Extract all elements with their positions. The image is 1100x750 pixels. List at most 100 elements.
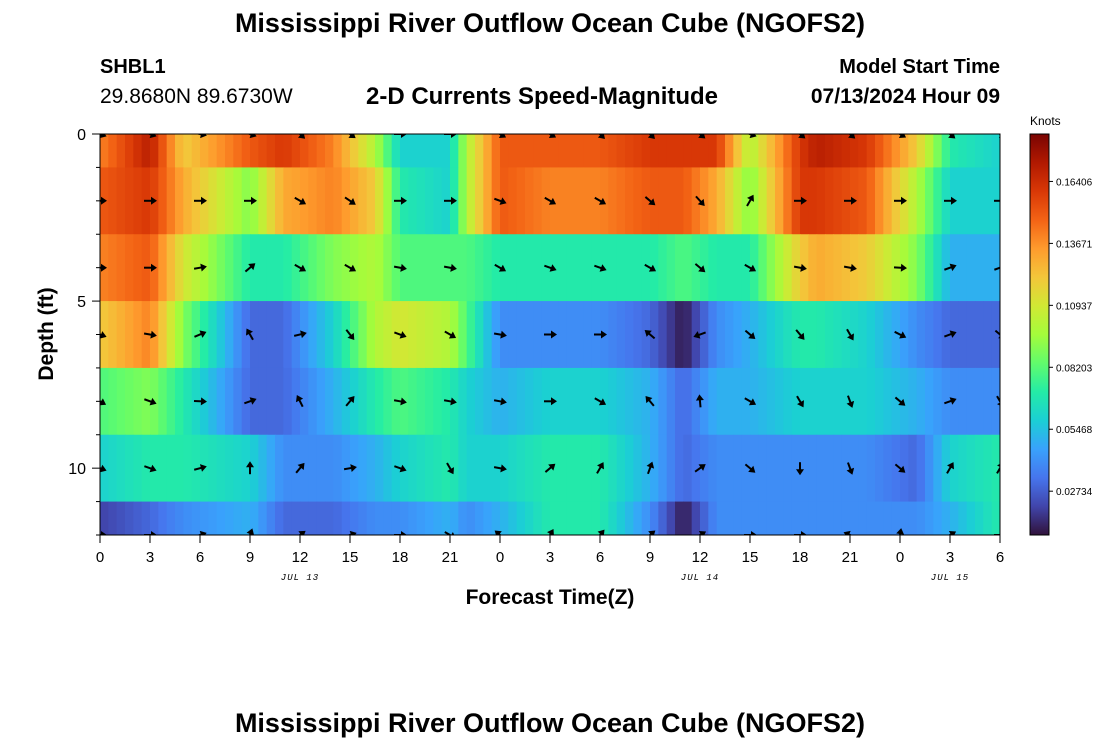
- heatmap-cell: [583, 501, 593, 535]
- heatmap-cell: [775, 434, 784, 503]
- current-arrow: [144, 196, 157, 205]
- heatmap-cell: [958, 367, 968, 436]
- heatmap-cell: [625, 367, 634, 436]
- heatmap-cell: [583, 367, 593, 436]
- heatmap-cell: [333, 501, 343, 535]
- heatmap-cell: [900, 434, 909, 503]
- heatmap-cell: [183, 501, 193, 535]
- heatmap-cell: [925, 367, 934, 436]
- heatmap-cell: [675, 501, 684, 535]
- x-tick-label: 15: [742, 549, 759, 566]
- heatmap-cell: [266, 501, 276, 535]
- current-arrows: [100, 134, 1000, 535]
- x-tick-label: 18: [792, 549, 809, 566]
- heatmap-cell: [316, 167, 326, 235]
- heatmap-cell: [125, 167, 134, 235]
- heatmap-cell: [425, 167, 434, 235]
- heatmap-cell: [233, 234, 243, 302]
- heatmap-cell: [775, 501, 784, 535]
- heatmap-cell: [625, 134, 634, 169]
- current-arrow: [295, 462, 305, 474]
- heatmap-cell: [133, 234, 143, 302]
- model-start-value: 07/13/2024 Hour 09: [810, 85, 1000, 108]
- heatmap-cell: [133, 301, 143, 369]
- heatmap-cell: [116, 434, 126, 503]
- heatmap-cell: [316, 501, 326, 535]
- heatmap-cell: [316, 301, 326, 369]
- heatmap-cell: [683, 167, 693, 235]
- heatmap-cell: [416, 434, 426, 503]
- heatmap-cell: [908, 167, 918, 235]
- heatmap-cell: [958, 234, 968, 302]
- heatmap-cell: [483, 367, 493, 436]
- heatmap-cell: [291, 134, 301, 169]
- heatmap-cell: [658, 134, 668, 169]
- heatmap-cell: [291, 167, 301, 235]
- heatmap-cell: [516, 134, 526, 169]
- heatmap-cell: [275, 434, 284, 503]
- heatmap-cell: [200, 134, 209, 169]
- heatmap-cell: [616, 301, 626, 369]
- heatmap-cell: [508, 167, 518, 235]
- heatmap-cell: [491, 367, 501, 436]
- heatmap-cell: [733, 434, 743, 503]
- heatmap-cell: [408, 367, 418, 436]
- heatmap-cell: [858, 134, 868, 169]
- heatmap-cell: [966, 367, 976, 436]
- heatmap-cell: [941, 434, 951, 503]
- heatmap-cell: [991, 501, 1000, 535]
- heatmap-cell: [875, 134, 884, 169]
- heatmap-cell: [483, 167, 493, 235]
- heatmap-cell: [925, 301, 934, 369]
- heatmap-cell: [533, 234, 543, 302]
- heatmap-cell: [583, 434, 593, 503]
- heatmap-cell: [125, 434, 134, 503]
- current-arrow: [493, 397, 507, 406]
- heatmap-cell: [916, 234, 926, 302]
- current-arrow: [293, 330, 307, 339]
- heatmap-cell: [116, 501, 126, 535]
- heatmap-cell: [441, 434, 451, 503]
- heatmap-cell: [108, 301, 118, 369]
- heatmap-cell: [650, 301, 659, 369]
- heatmap-cell: [875, 367, 884, 436]
- heatmap-cell: [441, 501, 451, 535]
- heatmap-cell: [366, 434, 376, 503]
- heatmap-cell: [941, 367, 951, 436]
- heatmap-cell: [433, 167, 443, 235]
- current-arrow: [444, 330, 457, 339]
- heatmap-cell: [358, 501, 368, 535]
- heatmap-cell: [908, 134, 918, 169]
- heatmap-cell: [866, 301, 876, 369]
- heatmap-cell: [850, 134, 859, 169]
- heatmap-cell: [316, 367, 326, 436]
- heatmap-cell: [541, 134, 551, 169]
- heatmap-cell: [983, 301, 993, 369]
- footer-title: Mississippi River Outflow Ocean Cube (NG…: [234, 708, 866, 738]
- heatmap-cell: [891, 501, 901, 535]
- current-arrow: [144, 531, 157, 535]
- heatmap-cell: [700, 367, 709, 436]
- heatmap-cell: [258, 367, 268, 436]
- heatmap-cell: [158, 367, 168, 436]
- heatmap-cell: [508, 134, 518, 169]
- station-id: SHBL1: [100, 56, 166, 78]
- heatmap-cell: [608, 167, 618, 235]
- heatmap-cell: [816, 134, 826, 169]
- heatmap-cell: [741, 234, 751, 302]
- heatmap-cell: [475, 434, 484, 503]
- heatmap-cell: [391, 301, 401, 369]
- heatmap-cell: [858, 501, 868, 535]
- heatmap-cell: [866, 501, 876, 535]
- heatmap-cell: [725, 501, 734, 535]
- heatmap-cell: [408, 501, 418, 535]
- heatmap-cell: [425, 501, 434, 535]
- heatmap-cell: [975, 301, 984, 369]
- heatmap-cell: [683, 501, 693, 535]
- heatmap-cell: [733, 367, 743, 436]
- heatmap-cell: [908, 501, 918, 535]
- current-arrow: [793, 263, 807, 272]
- current-arrow: [444, 134, 457, 138]
- heatmap-cell: [791, 434, 801, 503]
- heatmap-cell: [683, 134, 693, 169]
